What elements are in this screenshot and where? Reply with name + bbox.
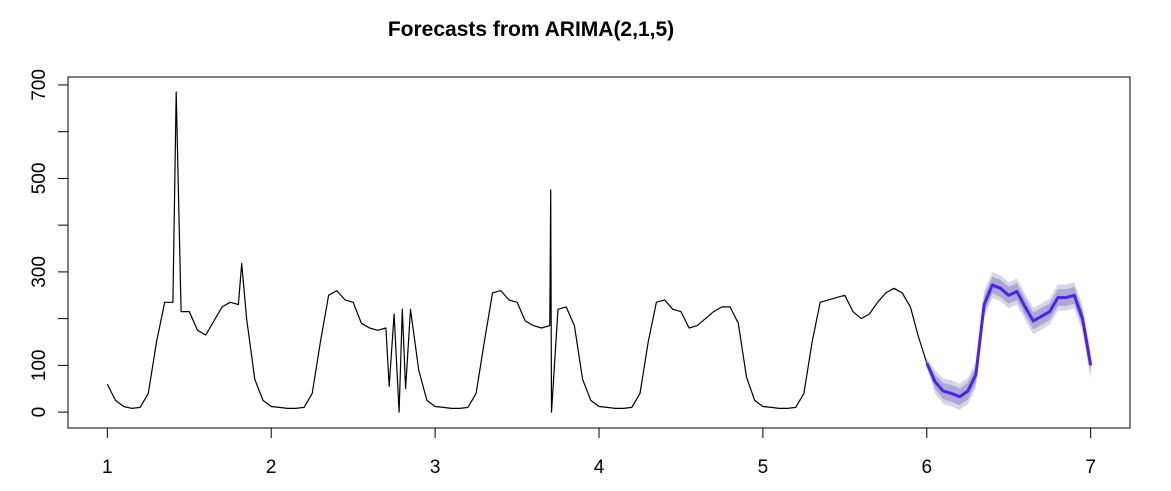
y-tick-label: 500 [29, 163, 50, 195]
x-tick-label: 6 [921, 457, 932, 478]
x-tick-label: 4 [594, 457, 605, 478]
line [925, 283, 1093, 399]
x-tick-label: 1 [102, 457, 113, 478]
x-tick-label: 3 [430, 457, 441, 478]
x-tick-label: 5 [758, 457, 769, 478]
line [106, 91, 928, 413]
y-tick-label: 700 [29, 69, 50, 101]
y-tick-label: 300 [29, 256, 50, 288]
chart-title: Forecasts from ARIMA(2,1,5) [388, 18, 674, 41]
x-tick-label: 2 [266, 457, 277, 478]
x-tick-label: 7 [1085, 457, 1096, 478]
y-tick-label: 100 [29, 350, 50, 382]
y-tick-label: 0 [29, 407, 50, 418]
